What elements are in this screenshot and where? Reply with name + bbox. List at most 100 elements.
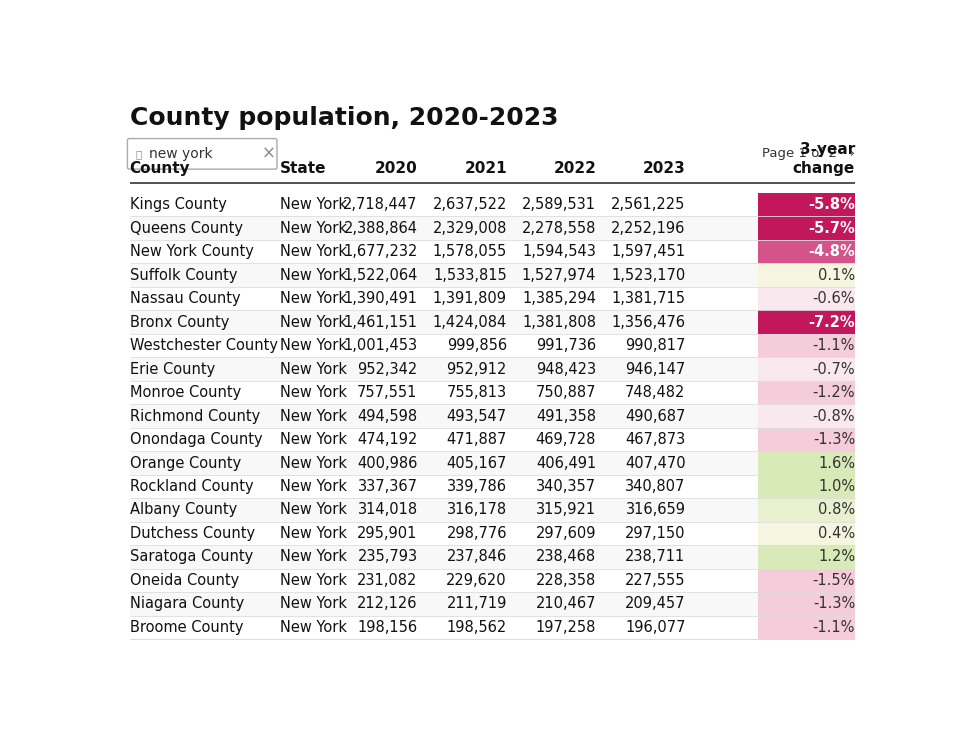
Text: 196,077: 196,077 [625,620,685,635]
Text: -1.1%: -1.1% [813,338,855,353]
Text: 494,598: 494,598 [357,409,418,423]
Text: 198,156: 198,156 [357,620,418,635]
Text: 748,482: 748,482 [625,385,685,400]
Text: 474,192: 474,192 [357,432,418,447]
Text: New York: New York [280,620,347,635]
Bar [130,592,855,616]
Text: 999,856: 999,856 [446,338,507,353]
Bar [758,616,855,639]
Text: 2,561,225: 2,561,225 [612,197,685,212]
Text: 405,167: 405,167 [446,456,507,470]
Text: 2,637,522: 2,637,522 [433,197,507,212]
Text: 1,381,808: 1,381,808 [522,315,596,329]
Text: 1,461,151: 1,461,151 [344,315,418,329]
Text: -1.1%: -1.1% [813,620,855,635]
Text: 238,468: 238,468 [536,550,596,564]
Text: Westchester County: Westchester County [130,338,277,353]
Text: 3-year
change: 3-year change [793,143,855,176]
Text: New York: New York [280,409,347,423]
Bar [758,287,855,310]
Text: 1.0%: 1.0% [818,479,855,494]
Text: 757,551: 757,551 [357,385,418,400]
Text: New York: New York [280,526,347,541]
Bar [130,569,855,592]
Bar [758,475,855,498]
Bar [758,569,855,592]
Text: 2,278,558: 2,278,558 [522,220,596,236]
Text: 491,358: 491,358 [537,409,596,423]
Bar [758,193,855,216]
Text: 1,578,055: 1,578,055 [433,244,507,259]
Text: New York: New York [280,244,347,259]
Text: 340,807: 340,807 [625,479,685,494]
Text: Erie County: Erie County [130,362,215,376]
Text: 493,547: 493,547 [446,409,507,423]
Bar [130,428,855,451]
Text: -5.7%: -5.7% [808,220,855,236]
Text: 197,258: 197,258 [536,620,596,635]
Text: Broome County: Broome County [130,620,243,635]
Text: 2,329,008: 2,329,008 [433,220,507,236]
Text: -0.7%: -0.7% [812,362,855,376]
Bar [758,522,855,545]
Text: New York: New York [280,596,347,612]
Text: 231,082: 231,082 [357,573,418,588]
Text: New York: New York [280,503,347,517]
Text: 407,470: 407,470 [625,456,685,470]
Text: 1,424,084: 1,424,084 [433,315,507,329]
Text: 339,786: 339,786 [446,479,507,494]
Text: Bronx County: Bronx County [130,315,229,329]
Text: 228,358: 228,358 [536,573,596,588]
Text: 750,887: 750,887 [536,385,596,400]
Bar [758,310,855,334]
Text: New York: New York [280,573,347,588]
Text: Queens County: Queens County [130,220,243,236]
Text: New York: New York [280,315,347,329]
Bar [130,287,855,310]
Text: 400,986: 400,986 [357,456,418,470]
Bar [758,404,855,428]
Text: 1,356,476: 1,356,476 [612,315,685,329]
Bar [758,498,855,522]
Text: 238,711: 238,711 [625,550,685,564]
Text: 229,620: 229,620 [446,573,507,588]
Text: 210,467: 210,467 [536,596,596,612]
Text: 490,687: 490,687 [625,409,685,423]
Text: 1.2%: 1.2% [818,550,855,564]
Text: 211,719: 211,719 [446,596,507,612]
Bar [130,263,855,287]
Text: New York: New York [280,362,347,376]
Bar [758,263,855,287]
Text: 755,813: 755,813 [446,385,507,400]
Text: 990,817: 990,817 [625,338,685,353]
Text: New York: New York [280,197,347,212]
Text: -1.3%: -1.3% [813,596,855,612]
Text: 316,178: 316,178 [446,503,507,517]
Bar [758,592,855,616]
Text: 471,887: 471,887 [446,432,507,447]
Text: 2020: 2020 [374,161,418,176]
Text: 1,001,453: 1,001,453 [344,338,418,353]
Text: 0.1%: 0.1% [818,268,855,282]
Text: 295,901: 295,901 [357,526,418,541]
Text: 297,609: 297,609 [536,526,596,541]
Text: 1,522,064: 1,522,064 [344,268,418,282]
Text: -1.3%: -1.3% [813,432,855,447]
Text: 337,367: 337,367 [357,479,418,494]
Text: 948,423: 948,423 [536,362,596,376]
Text: 198,562: 198,562 [446,620,507,635]
Text: 2,388,864: 2,388,864 [344,220,418,236]
Bar [130,193,855,216]
Text: Page 1 of 2   ›: Page 1 of 2 › [762,147,855,160]
Text: -7.2%: -7.2% [808,315,855,329]
Text: New York: New York [280,268,347,282]
Text: -0.8%: -0.8% [812,409,855,423]
Text: new york: new york [149,147,213,161]
Text: -5.8%: -5.8% [808,197,855,212]
Text: 1,594,543: 1,594,543 [522,244,596,259]
Text: New York: New York [280,385,347,400]
Text: 237,846: 237,846 [446,550,507,564]
Text: Onondaga County: Onondaga County [130,432,262,447]
Text: Saratoga County: Saratoga County [130,550,252,564]
Text: Orange County: Orange County [130,456,241,470]
